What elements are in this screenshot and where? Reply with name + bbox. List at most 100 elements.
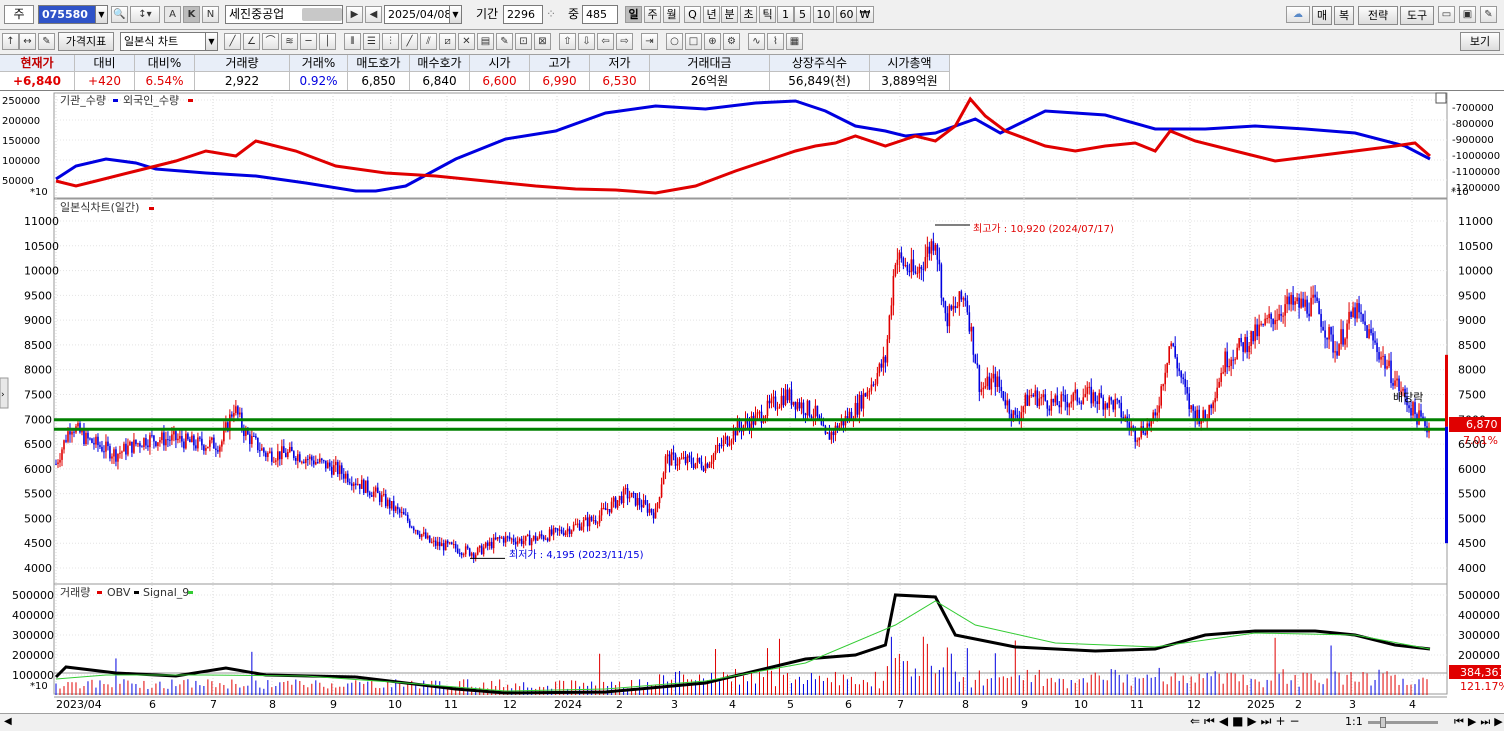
draw-tool-5-icon[interactable]: │ [319, 33, 336, 50]
scroll-left-icon[interactable]: ◀ [4, 716, 12, 727]
playback-controls[interactable]: ⇐⏮◀■▶⏭+− [1190, 714, 1304, 728]
candle-body [698, 457, 701, 462]
period-btn-11[interactable]: 60 [836, 6, 857, 23]
zoom-slider[interactable] [1368, 721, 1438, 724]
draw-tool-25-icon[interactable]: ⚙ [723, 33, 740, 50]
edit-icon[interactable]: ✎ [38, 33, 55, 50]
sort-icon[interactable]: ↕▾ [130, 6, 160, 23]
panel1-menu-icon[interactable] [1435, 92, 1447, 104]
btn-bok[interactable]: 복 [1334, 6, 1354, 25]
candle-body [1382, 355, 1384, 357]
stock-chart[interactable]: 2023/04 6 7 8 9 10 11 12 2024 2 3 4 5 6 7 8 9 10 11 12 2025 2… [0, 91, 1504, 731]
draw-tool-14-icon[interactable]: ✎ [496, 33, 513, 50]
period-btn-1[interactable]: 주 [644, 6, 661, 23]
candle-body [488, 541, 491, 546]
period-btn-7[interactable]: 틱 [759, 6, 776, 23]
draw-tool-8-icon[interactable]: ⫶ [382, 33, 399, 50]
expand-panel-handle[interactable] [0, 377, 9, 409]
tools-button[interactable]: 도구 [1400, 6, 1434, 25]
cloud-icon[interactable]: ☁ [1286, 6, 1310, 23]
candle-body [109, 446, 111, 459]
search-icon[interactable]: 🔍 [111, 6, 128, 23]
draw-tool-1-icon[interactable]: ∠ [243, 33, 260, 50]
next-icon[interactable]: ▶ [346, 6, 363, 23]
period-btn-0[interactable]: 일 [625, 6, 642, 23]
candle-body [69, 431, 71, 435]
draw-tool-4-icon[interactable]: ─ [300, 33, 317, 50]
period-btn-8[interactable]: 1 [777, 6, 794, 23]
draw-tool-16-icon[interactable]: ⊠ [534, 33, 551, 50]
period-btn-9[interactable]: 5 [794, 6, 811, 23]
view-button[interactable]: 보기 [1460, 32, 1500, 51]
candle-body [376, 487, 379, 494]
x-tick-label: 2 [616, 698, 623, 711]
btn-mae[interactable]: 매 [1312, 6, 1332, 25]
market-type-select[interactable]: 주 [4, 5, 34, 24]
strategy-button[interactable]: 전략 [1358, 6, 1398, 25]
scroll-end-controls[interactable]: ⏮▶⏭▶ [1454, 715, 1504, 728]
btn-k[interactable]: K [183, 6, 200, 23]
candle-body [1314, 294, 1316, 298]
candle-body [1172, 343, 1174, 346]
period-btn-3[interactable]: Q [684, 6, 701, 23]
save-icon[interactable]: ▣ [1459, 6, 1476, 23]
grid-icon[interactable]: ⁘ [546, 7, 557, 21]
settings-icon[interactable]: ✎ [1480, 6, 1497, 23]
code-dropdown-icon[interactable]: ▼ [95, 5, 108, 24]
draw-tool-9-icon[interactable]: ╱ [401, 33, 418, 50]
date-dropdown-icon[interactable]: ▼ [449, 5, 462, 24]
candle-body [1040, 397, 1043, 399]
period-input[interactable]: 2296 [503, 5, 543, 24]
expand-icon[interactable]: ↔ [19, 33, 36, 50]
draw-tool-23-icon[interactable]: □ [685, 33, 702, 50]
draw-tool-13-icon[interactable]: ▤ [477, 33, 494, 50]
period-btn-4[interactable]: 년 [703, 6, 720, 23]
candle-body [1258, 324, 1260, 337]
stock-code-input[interactable]: 075580 [38, 5, 96, 24]
draw-tool-20-icon[interactable]: ⇨ [616, 33, 633, 50]
draw-tool-19-icon[interactable]: ⇦ [597, 33, 614, 50]
draw-tool-28-icon[interactable]: ▦ [786, 33, 803, 50]
draw-tool-0-icon[interactable]: ╱ [224, 33, 241, 50]
btn-a[interactable]: A [164, 6, 181, 23]
period-btn-2[interactable]: 월 [663, 6, 680, 23]
candle-body [706, 463, 709, 468]
prev-icon[interactable]: ◀ [365, 6, 382, 23]
candle-body [209, 440, 211, 447]
candle-body [1184, 379, 1186, 388]
draw-tool-2-icon[interactable]: ⌒ [262, 33, 279, 50]
draw-tool-11-icon[interactable]: ⧄ [439, 33, 456, 50]
draw-tool-12-icon[interactable]: ✕ [458, 33, 475, 50]
draw-tool-26-icon[interactable]: ∿ [748, 33, 765, 50]
chart-type-dropdown-icon[interactable]: ▼ [205, 32, 218, 51]
period-btn-10[interactable]: 10 [813, 6, 834, 23]
indicator-button[interactable]: 가격지표 [58, 32, 114, 51]
draw-tool-17-icon[interactable]: ⇧ [559, 33, 576, 50]
candle-body [1308, 313, 1310, 317]
scroll-bar[interactable]: ◀ ⇐⏮◀■▶⏭+− 1:1 ⏮▶⏭▶ [0, 713, 1504, 731]
up-arrow-icon[interactable]: ↑ [2, 33, 19, 50]
count-input[interactable]: 485 [582, 5, 618, 24]
draw-tool-21-icon[interactable]: ⇥ [641, 33, 658, 50]
draw-tool-15-icon[interactable]: ⊡ [515, 33, 532, 50]
date-field[interactable]: 2025/04/08 [384, 5, 450, 24]
draw-tool-6-icon[interactable]: ⦀ [344, 33, 361, 50]
zoom-slider-thumb[interactable] [1380, 717, 1386, 728]
period-btn-5[interactable]: 분 [721, 6, 738, 23]
draw-tool-27-icon[interactable]: ⌇ [767, 33, 784, 50]
draw-tool-7-icon[interactable]: ☰ [363, 33, 380, 50]
candle-body [564, 531, 567, 536]
candle-body [528, 534, 531, 546]
candle-body [161, 432, 163, 441]
folder-icon[interactable]: ▭ [1438, 6, 1455, 23]
draw-tool-10-icon[interactable]: ⫽ [420, 33, 437, 50]
period-btn-6[interactable]: 초 [740, 6, 757, 23]
btn-n[interactable]: N [202, 6, 219, 23]
period-btn-12[interactable]: ₩ [856, 6, 874, 23]
draw-tool-22-icon[interactable]: ○ [666, 33, 683, 50]
draw-tool-3-icon[interactable]: ≋ [281, 33, 298, 50]
draw-tool-24-icon[interactable]: ⊕ [704, 33, 721, 50]
chart-type-select[interactable]: 일본식 차트 [120, 32, 206, 51]
draw-tool-18-icon[interactable]: ⇩ [578, 33, 595, 50]
expand-arrow-icon[interactable]: › [1, 390, 5, 400]
